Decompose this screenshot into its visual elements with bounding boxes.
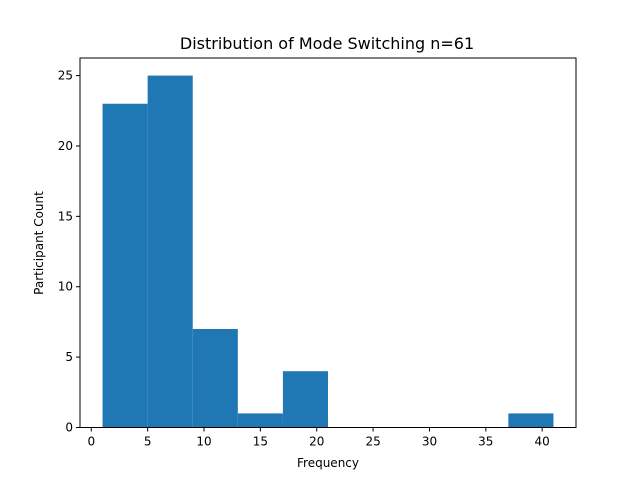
plot-frame	[79, 57, 577, 428]
y-tick-label-5: 25	[58, 69, 73, 83]
histogram-bar-9	[508, 413, 554, 428]
chart-title: Distribution of Mode Switching n=61	[180, 34, 474, 53]
histogram-bar-0	[102, 103, 148, 428]
y-tick-label-1: 5	[65, 350, 73, 364]
x-tick-label-5: 25	[365, 435, 380, 449]
y-tick-label-0: 0	[65, 421, 73, 435]
y-tick-label-3: 15	[58, 209, 73, 223]
x-tick-label-6: 30	[422, 435, 437, 449]
histogram-bar-1	[147, 75, 193, 428]
x-tick-label-8: 40	[535, 435, 550, 449]
y-tick-label-2: 10	[58, 280, 73, 294]
x-tick-label-2: 10	[196, 435, 211, 449]
histogram-bar-4	[282, 371, 328, 428]
histogram-bar-3	[237, 413, 283, 428]
x-tick-label-7: 35	[478, 435, 493, 449]
y-tick-label-4: 20	[58, 139, 73, 153]
x-axis: 0 5 10 15 20 25 30 35 40	[87, 427, 550, 449]
y-axis: 0 5 10 15 20 25	[58, 69, 80, 435]
x-tick-label-3: 15	[253, 435, 268, 449]
x-tick-label-0: 0	[87, 435, 95, 449]
histogram-bar-2	[192, 328, 238, 428]
y-axis-label: Participant Count	[32, 191, 46, 295]
x-tick-label-4: 20	[309, 435, 324, 449]
bars-group	[102, 75, 554, 428]
x-tick-label-1: 5	[144, 435, 152, 449]
x-axis-label: Frequency	[297, 456, 359, 470]
